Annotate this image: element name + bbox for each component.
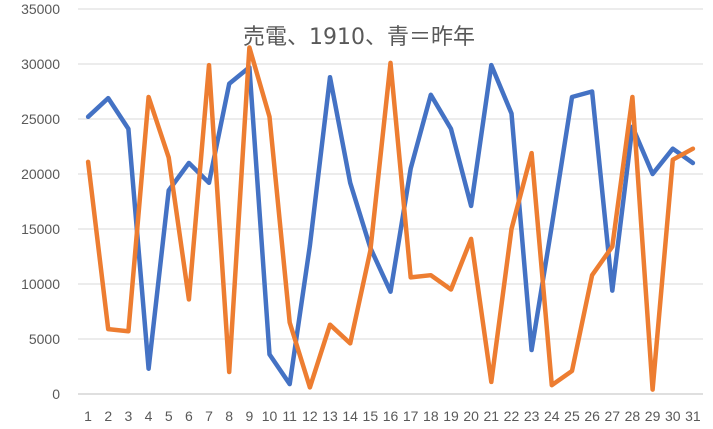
- x-tick-label: 3: [125, 408, 133, 424]
- x-tick-label: 29: [645, 408, 661, 424]
- x-tick-label: 9: [245, 408, 253, 424]
- x-tick-label: 13: [322, 408, 338, 424]
- y-tick-label: 15000: [21, 221, 60, 237]
- x-tick-label: 10: [262, 408, 278, 424]
- x-tick-label: 30: [665, 408, 681, 424]
- x-tick-label: 1: [84, 408, 92, 424]
- x-tick-label: 7: [205, 408, 213, 424]
- x-tick-label: 5: [165, 408, 173, 424]
- x-tick-label: 27: [604, 408, 620, 424]
- x-tick-label: 31: [685, 408, 701, 424]
- x-tick-label: 14: [342, 408, 358, 424]
- x-tick-label: 15: [363, 408, 379, 424]
- x-tick-label: 25: [564, 408, 580, 424]
- x-tick-label: 11: [282, 408, 297, 424]
- series-line-2: [85, 45, 696, 392]
- x-tick-label: 6: [185, 408, 193, 424]
- y-tick-label: 30000: [21, 56, 60, 72]
- x-tick-label: 2: [104, 408, 112, 424]
- y-tick-label: 35000: [21, 1, 60, 17]
- x-tick-label: 23: [524, 408, 540, 424]
- x-tick-label: 18: [423, 408, 439, 424]
- chart-title: 売電、1910、青＝昨年: [243, 25, 475, 50]
- x-tick-label: 21: [484, 408, 500, 424]
- x-axis-ticks: 1 2 3 4 5 6 7 8 9 10 11 12 13 14 15 16 17 18 19 20 21 22 23 24 2…: [84, 408, 701, 424]
- x-tick-label: 22: [504, 408, 520, 424]
- x-tick-label: 17: [403, 408, 419, 424]
- y-tick-label: 5000: [29, 331, 60, 347]
- x-tick-label: 28: [625, 408, 641, 424]
- series-lines: [85, 45, 696, 392]
- x-tick-label: 12: [302, 408, 318, 424]
- y-axis-ticks: 0 5000 10000 15000 20000 25000 30000 35000: [21, 1, 60, 402]
- x-tick-label: 16: [383, 408, 399, 424]
- y-tick-label: 10000: [21, 276, 60, 292]
- y-tick-label: 20000: [21, 166, 60, 182]
- y-tick-label: 0: [52, 386, 60, 402]
- x-tick-label: 24: [544, 408, 560, 424]
- y-tick-label: 25000: [21, 111, 60, 127]
- x-tick-label: 20: [463, 408, 479, 424]
- x-tick-label: 8: [225, 408, 233, 424]
- x-tick-label: 19: [443, 408, 459, 424]
- x-tick-label: 4: [145, 408, 153, 424]
- x-tick-label: 26: [584, 408, 600, 424]
